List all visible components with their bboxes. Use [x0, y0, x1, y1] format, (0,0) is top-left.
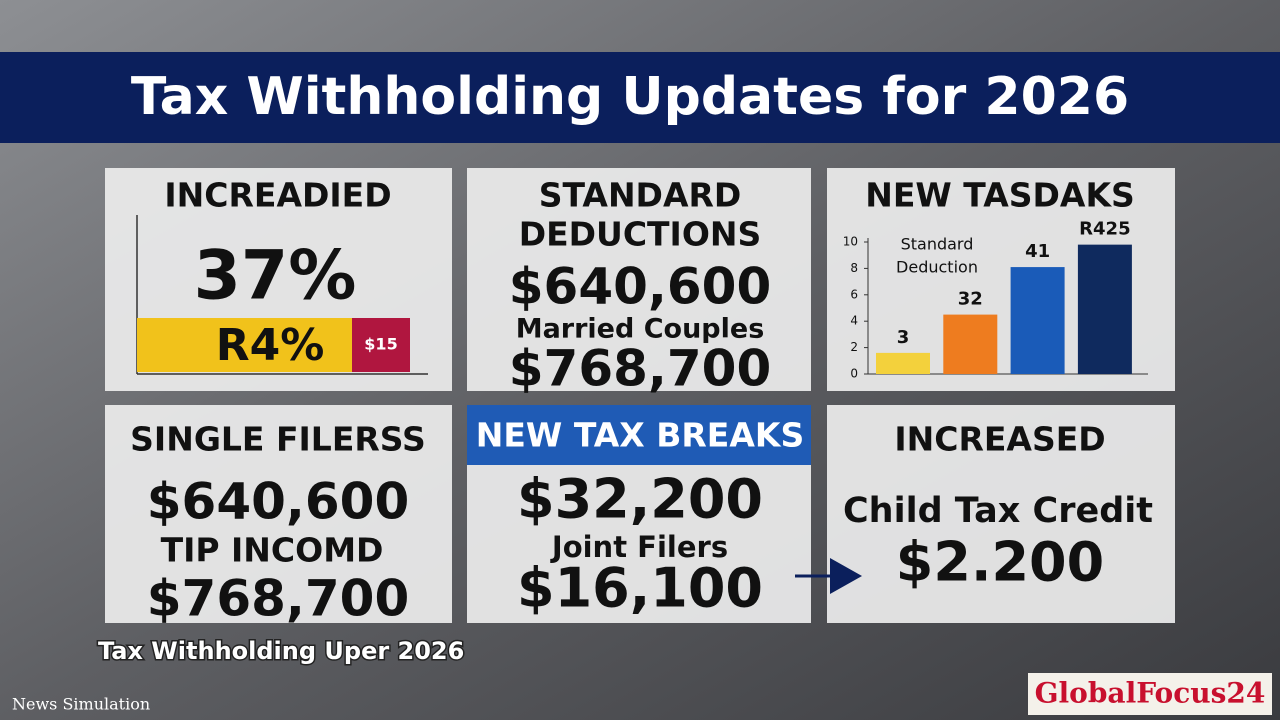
legend: Standard: [901, 235, 974, 254]
amount: $640,600: [147, 473, 410, 531]
card-banner: [467, 405, 811, 465]
amount: $16,100: [517, 557, 763, 620]
yellow-bar: [137, 318, 352, 372]
label: Child Tax Credit: [843, 491, 1153, 531]
bar: [1010, 267, 1065, 374]
mini-chart: 0 2 4 6 8 10 3 32 41 R425: [843, 219, 1148, 381]
y-tick-label: 4: [850, 314, 858, 328]
y-tick-label: 2: [850, 340, 858, 354]
bar: [943, 314, 998, 374]
caption: Tax Withholding Uper 2026: [98, 637, 464, 665]
amount: $640,600: [509, 258, 772, 316]
amount: $768,700: [147, 570, 410, 628]
bar: [1077, 244, 1132, 374]
watermark: News Simulation: [12, 695, 150, 714]
value-label: 3: [897, 327, 910, 348]
card-title: SINGLE FILERSS: [130, 420, 426, 459]
label: TIP INCOMD: [161, 531, 384, 570]
y-tick-label: 6: [850, 287, 858, 301]
percent: 37%: [194, 237, 357, 316]
y-tick-label: 8: [850, 261, 858, 275]
card-title: DEDUCTIONS: [519, 215, 762, 254]
bar: [876, 352, 930, 374]
label: Joint Filers: [550, 530, 728, 564]
card-title: NEW TAX BREAKS: [476, 416, 804, 455]
value-label: 41: [1025, 241, 1050, 262]
red-bar: [352, 318, 410, 372]
card-title: NEW TASDAKS: [865, 176, 1135, 215]
value-label: R425: [1079, 219, 1130, 240]
legend: Deduction: [896, 258, 978, 277]
value-label: 32: [958, 289, 983, 310]
card-title: INCREADIED: [164, 176, 391, 215]
amount: $2.200: [896, 531, 1104, 594]
y-tick-label: 10: [843, 235, 858, 249]
brand-box: [1028, 673, 1272, 715]
card: [105, 405, 452, 623]
bar-tag: $15: [364, 335, 397, 354]
card-title: INCREASED: [894, 420, 1105, 459]
label: Married Couples: [516, 314, 765, 345]
brand: GlobalFocus24: [1035, 677, 1266, 710]
arrow-head: [830, 558, 862, 594]
title-banner: [0, 52, 1280, 143]
card: [827, 405, 1175, 623]
card: [467, 168, 811, 391]
amount: $32,200: [517, 468, 763, 531]
y-tick-label: 0: [850, 367, 858, 381]
title: Tax Withholding Updates for 2026: [131, 67, 1129, 127]
amount: $768,700: [509, 340, 772, 398]
card-title: STANDARD: [539, 176, 742, 215]
bar-label: R4%: [216, 320, 325, 371]
